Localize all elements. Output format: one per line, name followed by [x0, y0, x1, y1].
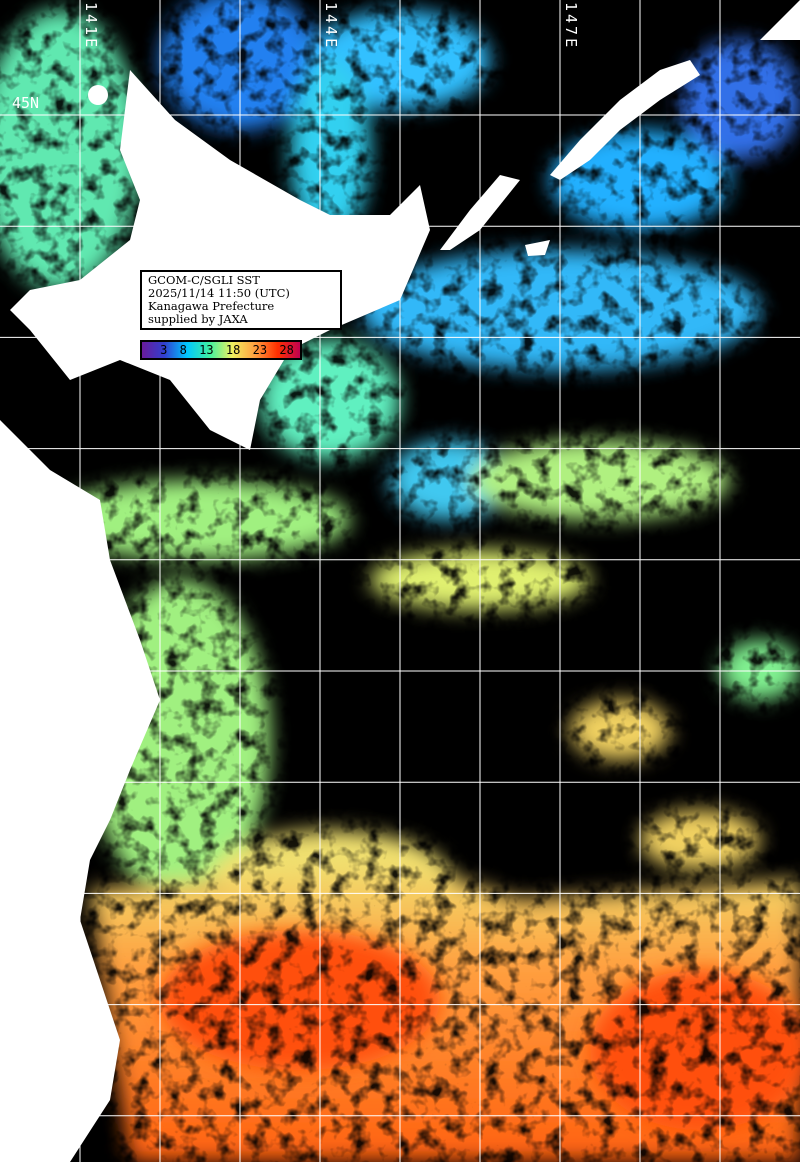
scale-tick: 8: [179, 343, 187, 357]
rishiri: [88, 85, 108, 105]
product-name: GCOM-C/SGLI SST: [148, 273, 260, 287]
organization: Kanagawa Prefecture: [148, 299, 275, 313]
lon-label-141e: 141E: [82, 2, 100, 51]
timestamp: 2025/11/14 11:50 (UTC): [148, 286, 290, 300]
scale-tick: 28: [279, 343, 294, 357]
lon-label-144e: 144E: [322, 2, 340, 51]
island-shikotan: [525, 240, 550, 256]
scale-tick: 13: [199, 343, 214, 357]
hokkaido: [10, 70, 430, 450]
color-scale: 3 8 13 18 23 28: [140, 340, 302, 360]
credit: supplied by JAXA: [148, 312, 248, 326]
info-box: GCOM-C/SGLI SST 2025/11/14 11:50 (UTC) K…: [140, 270, 342, 330]
scale-tick: 3: [160, 343, 168, 357]
etorofu: [550, 60, 700, 180]
scale-tick: 18: [225, 343, 241, 357]
scale-tick: 23: [252, 343, 268, 357]
lat-label-45n: 45N: [12, 94, 40, 112]
lon-label-147e: 147E: [562, 2, 580, 51]
urup: [760, 0, 800, 40]
